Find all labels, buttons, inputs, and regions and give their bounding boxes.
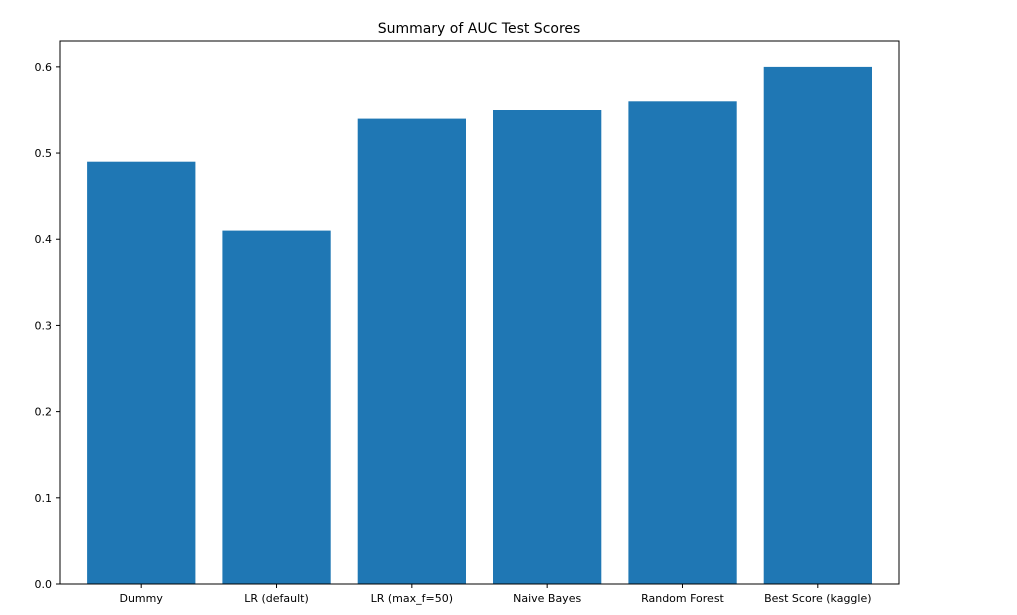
x-tick-label: LR (default) (244, 592, 309, 605)
bar-random-forest (628, 101, 737, 585)
bars (87, 66, 872, 585)
bar-dummy (87, 161, 196, 584)
x-tick-label: LR (max_f=50) (371, 592, 453, 605)
y-tick-label: 0.0 (35, 578, 53, 591)
x-tick-label: Best Score (kaggle) (764, 592, 871, 605)
chart-title: Summary of AUC Test Scores (378, 21, 581, 37)
y-axis: 0.0 0.1 0.2 0.3 0.4 0.5 0.6 (35, 61, 60, 591)
y-tick-label: 0.1 (35, 492, 53, 505)
y-tick-label: 0.6 (35, 61, 53, 74)
plot-area (59, 40, 900, 585)
y-tick-label: 0.3 (35, 319, 53, 332)
bar-naive-bayes (493, 110, 602, 584)
x-axis: Dummy LR (default) LR (max_f=50) Naive Baye… (119, 584, 872, 605)
x-tick-label: Naive Bayes (513, 592, 581, 605)
y-tick-label: 0.5 (35, 147, 53, 160)
bar-best-score-kaggle (763, 66, 872, 584)
bar-lr-max-f-50 (357, 118, 466, 584)
y-tick-label: 0.4 (35, 233, 53, 246)
axes-frame (59, 40, 900, 585)
x-tick-label: Random Forest (641, 592, 724, 605)
bar-lr-default (222, 230, 331, 584)
x-tick-label: Dummy (119, 592, 163, 605)
y-tick-label: 0.2 (35, 406, 53, 419)
